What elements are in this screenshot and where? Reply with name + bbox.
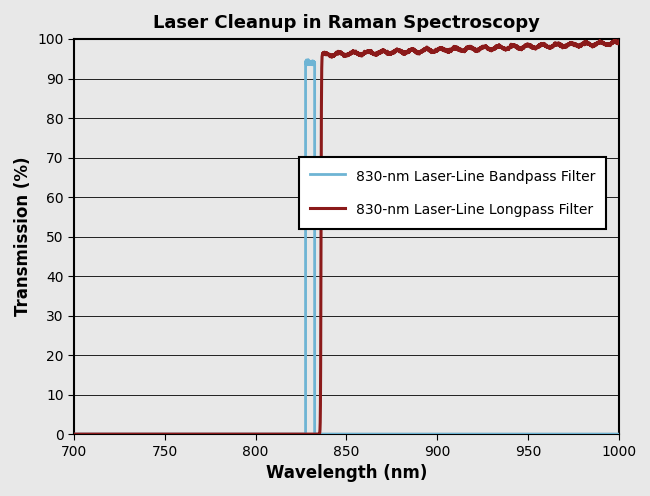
Title: Laser Cleanup in Raman Spectroscopy: Laser Cleanup in Raman Spectroscopy bbox=[153, 14, 540, 32]
830-nm Laser-Line Longpass Filter bbox=[396, 49, 404, 55]
830-nm Laser-Line Bandpass Filter bbox=[615, 431, 623, 437]
830-nm Laser-Line Bandpass Filter bbox=[170, 431, 177, 437]
830-nm Laser-Line Longpass Filter bbox=[615, 40, 623, 46]
830-nm Laser-Line Longpass Filter bbox=[169, 431, 177, 437]
830-nm Laser-Line Bandpass Filter bbox=[317, 431, 324, 437]
830-nm Laser-Line Longpass Filter bbox=[476, 45, 484, 51]
830-nm Laser-Line Longpass Filter bbox=[518, 47, 526, 53]
830-nm Laser-Line Bandpass Filter bbox=[304, 57, 312, 62]
830-nm Laser-Line Bandpass Filter bbox=[304, 58, 311, 64]
Legend: 830-nm Laser-Line Bandpass Filter, 830-nm Laser-Line Longpass Filter: 830-nm Laser-Line Bandpass Filter, 830-n… bbox=[299, 157, 606, 229]
830-nm Laser-Line Bandpass Filter bbox=[355, 431, 363, 437]
Y-axis label: Transmission (%): Transmission (%) bbox=[14, 157, 32, 316]
Line: 830-nm Laser-Line Longpass Filter: 830-nm Laser-Line Longpass Filter bbox=[74, 41, 619, 434]
Line: 830-nm Laser-Line Bandpass Filter: 830-nm Laser-Line Bandpass Filter bbox=[74, 60, 619, 434]
830-nm Laser-Line Bandpass Filter bbox=[306, 60, 313, 66]
X-axis label: Wavelength (nm): Wavelength (nm) bbox=[266, 464, 427, 482]
830-nm Laser-Line Bandpass Filter bbox=[341, 431, 348, 437]
830-nm Laser-Line Longpass Filter bbox=[424, 45, 432, 51]
830-nm Laser-Line Longpass Filter bbox=[278, 431, 286, 437]
830-nm Laser-Line Longpass Filter bbox=[610, 38, 617, 44]
830-nm Laser-Line Longpass Filter bbox=[70, 431, 78, 437]
830-nm Laser-Line Bandpass Filter bbox=[70, 431, 78, 437]
